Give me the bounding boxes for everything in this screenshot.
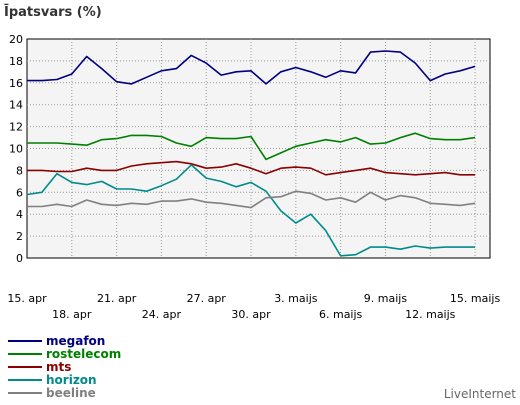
series-line-horizon xyxy=(26,164,476,257)
legend-label-mts: mts xyxy=(46,360,71,374)
x-tick-label: 24. apr xyxy=(142,308,182,321)
y-tick-label: 0 xyxy=(16,252,23,265)
series-lines xyxy=(26,50,476,257)
x-tick-label: 21. apr xyxy=(97,292,137,305)
y-tick-label: 14 xyxy=(9,99,23,112)
x-axis: 15. apr 21. apr 27. apr 3. maijs 9. maijs 15.… xyxy=(7,292,500,321)
y-tick-label: 16 xyxy=(9,77,23,90)
branding-label: LiveInternet xyxy=(444,387,516,401)
x-tick-label: 9. maijs xyxy=(364,292,408,305)
x-tick-label: 27. apr xyxy=(187,292,227,305)
y-tick-label: 8 xyxy=(16,164,23,177)
legend-label-megafon: megafon xyxy=(46,334,105,348)
chart-title: Īpatsvars (%) xyxy=(4,5,102,20)
y-tick-label: 6 xyxy=(16,186,23,199)
y-tick-label: 10 xyxy=(9,143,23,156)
y-tick-label: 12 xyxy=(9,121,23,134)
y-tick-label: 20 xyxy=(9,33,23,46)
x-tick-label: 18. apr xyxy=(52,308,92,321)
y-tick-label: 2 xyxy=(16,230,23,243)
legend-label-rostelecom: rostelecom xyxy=(46,347,121,361)
x-tick-label: 12. maijs xyxy=(405,308,456,321)
series-line-megafon xyxy=(27,50,476,85)
x-tick-label: 3. maijs xyxy=(274,292,318,305)
y-tick-label: 18 xyxy=(9,55,23,68)
x-tick-label: 6. maijs xyxy=(319,308,363,321)
x-tick-label: 15. maijs xyxy=(450,292,501,305)
legend-label-horizon: horizon xyxy=(46,373,97,387)
y-axis: 0 2 4 6 8 10 12 14 16 18 20 xyxy=(9,33,23,265)
series-line-beeline xyxy=(27,190,476,209)
series-line-rostelecom xyxy=(27,132,476,161)
legend-label-beeline: beeline xyxy=(46,386,96,400)
x-tick-label: 15. apr xyxy=(7,292,47,305)
y-tick-label: 4 xyxy=(16,208,23,221)
series-line-mts xyxy=(27,160,476,176)
x-tick-label: 30. apr xyxy=(231,308,271,321)
